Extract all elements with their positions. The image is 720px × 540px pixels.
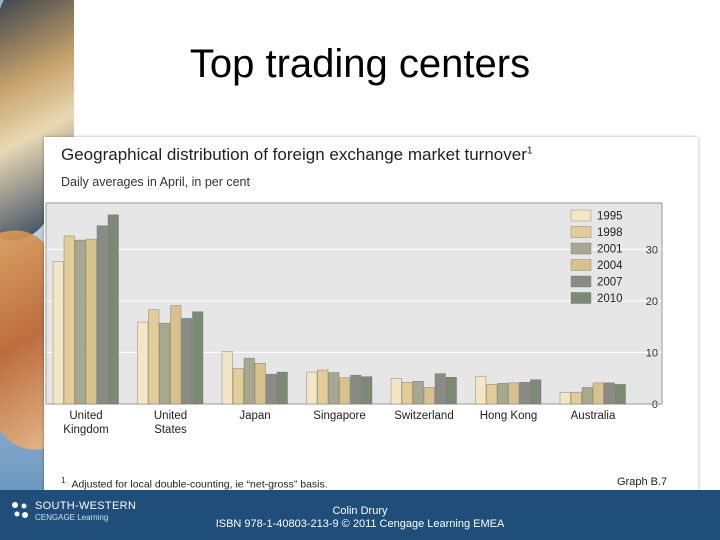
chart-title: Geographical distribution of foreign exc…: [61, 145, 532, 165]
bar: [475, 375, 487, 405]
slide-title: Top trading centers: [189, 42, 531, 86]
bar: [74, 239, 86, 405]
legend-swatch: [570, 259, 592, 271]
publisher-brand: SOUTH-WESTERN: [35, 500, 137, 512]
x-tick-label-line: Australia: [571, 410, 616, 422]
bar: [221, 351, 233, 405]
bar: [401, 382, 413, 405]
bar: [530, 379, 542, 405]
bar: [350, 374, 362, 405]
bar: [148, 309, 160, 405]
bar: [243, 357, 255, 405]
bar: [52, 261, 64, 405]
bar: [423, 387, 435, 405]
publisher-sub: CENGAGE Learning: [35, 513, 109, 522]
x-tick-label-line: Kingdom: [63, 424, 108, 436]
bar: [339, 377, 351, 405]
legend-label: 2010: [597, 293, 623, 305]
bar: [412, 381, 424, 405]
x-tick-label-line: Hong Kong: [480, 410, 538, 422]
x-tick-label: Australia: [571, 410, 616, 422]
x-tick-label-line: United: [69, 410, 102, 422]
x-tick-label-line: Japan: [239, 410, 270, 422]
x-tick-label: United States: [154, 410, 187, 436]
bar: [603, 382, 615, 405]
bar: [107, 214, 119, 405]
bar: [559, 392, 571, 405]
bar: [181, 318, 193, 405]
legend-label: 1998: [597, 227, 623, 239]
bar: [570, 391, 582, 405]
bar: [434, 373, 446, 405]
legend-label: 2007: [597, 277, 623, 289]
bar: [232, 368, 244, 405]
bar: [317, 369, 329, 405]
bar: [497, 383, 509, 405]
chart-title-footnote-mark: 1: [526, 145, 533, 157]
legend-swatch: [570, 292, 592, 304]
legend-swatch: [570, 275, 592, 288]
bar: [276, 371, 288, 405]
bar: [170, 305, 182, 405]
bar: [96, 225, 108, 405]
footnote-text: Adjusted for local double-counting, ie “…: [71, 478, 328, 491]
legend-label: 2004: [597, 260, 623, 272]
publisher-logo-icon: [12, 502, 28, 518]
x-tick-label: Singapore: [313, 410, 365, 422]
legend-swatch: [570, 242, 592, 255]
footer-isbn: ISBN 978-1-40803-213-9 © 2011 Cengage Le…: [215, 518, 505, 530]
legend-swatch: [570, 209, 592, 222]
bar: [445, 377, 457, 405]
x-tick-label-line: United: [154, 410, 187, 422]
bar: [328, 372, 340, 405]
x-tick-label: Japan: [239, 410, 270, 422]
bar: [508, 382, 520, 405]
legend-swatch: [570, 226, 592, 238]
footnote-mark: 1: [61, 476, 66, 485]
bar: [581, 387, 593, 405]
bar: [614, 384, 626, 405]
bar: [63, 235, 75, 405]
bar: [254, 363, 266, 405]
bar: [306, 371, 318, 405]
legend-label: 1995: [597, 211, 623, 223]
chart-subtitle: Daily averages in April, in per cent: [61, 175, 250, 189]
bar: [192, 311, 204, 405]
legend-label: 2001: [597, 244, 623, 256]
bar: [361, 376, 373, 405]
x-tick-label-line: Singapore: [313, 410, 365, 422]
x-tick-label: Hong Kong: [480, 410, 538, 422]
y-tick-label: 10: [646, 347, 658, 359]
y-tick-label: 20: [646, 296, 658, 308]
footer-bar: [0, 490, 720, 540]
x-tick-label-line: Switzerland: [394, 410, 453, 422]
y-tick-label: 0: [652, 399, 658, 411]
bar: [159, 322, 171, 405]
y-tick-label: 30: [646, 244, 658, 256]
bar: [486, 384, 498, 405]
footer-author: Colin Drury: [332, 505, 388, 517]
x-tick-label-line: States: [154, 424, 187, 436]
bar: [265, 373, 277, 405]
chart-footnote: 1 Adjusted for local double-counting, ie …: [61, 476, 328, 491]
x-tick-label: Switzerland: [394, 410, 453, 422]
bar: [390, 378, 402, 405]
bar: [85, 238, 97, 405]
x-tick-label: United Kingdom: [63, 410, 108, 436]
bar: [592, 382, 604, 405]
figure-reference: Graph B.7: [617, 476, 668, 488]
bar: [519, 382, 531, 405]
bar: [137, 321, 149, 405]
chart-title-text: Geographical distribution of foreign exc…: [61, 145, 527, 164]
